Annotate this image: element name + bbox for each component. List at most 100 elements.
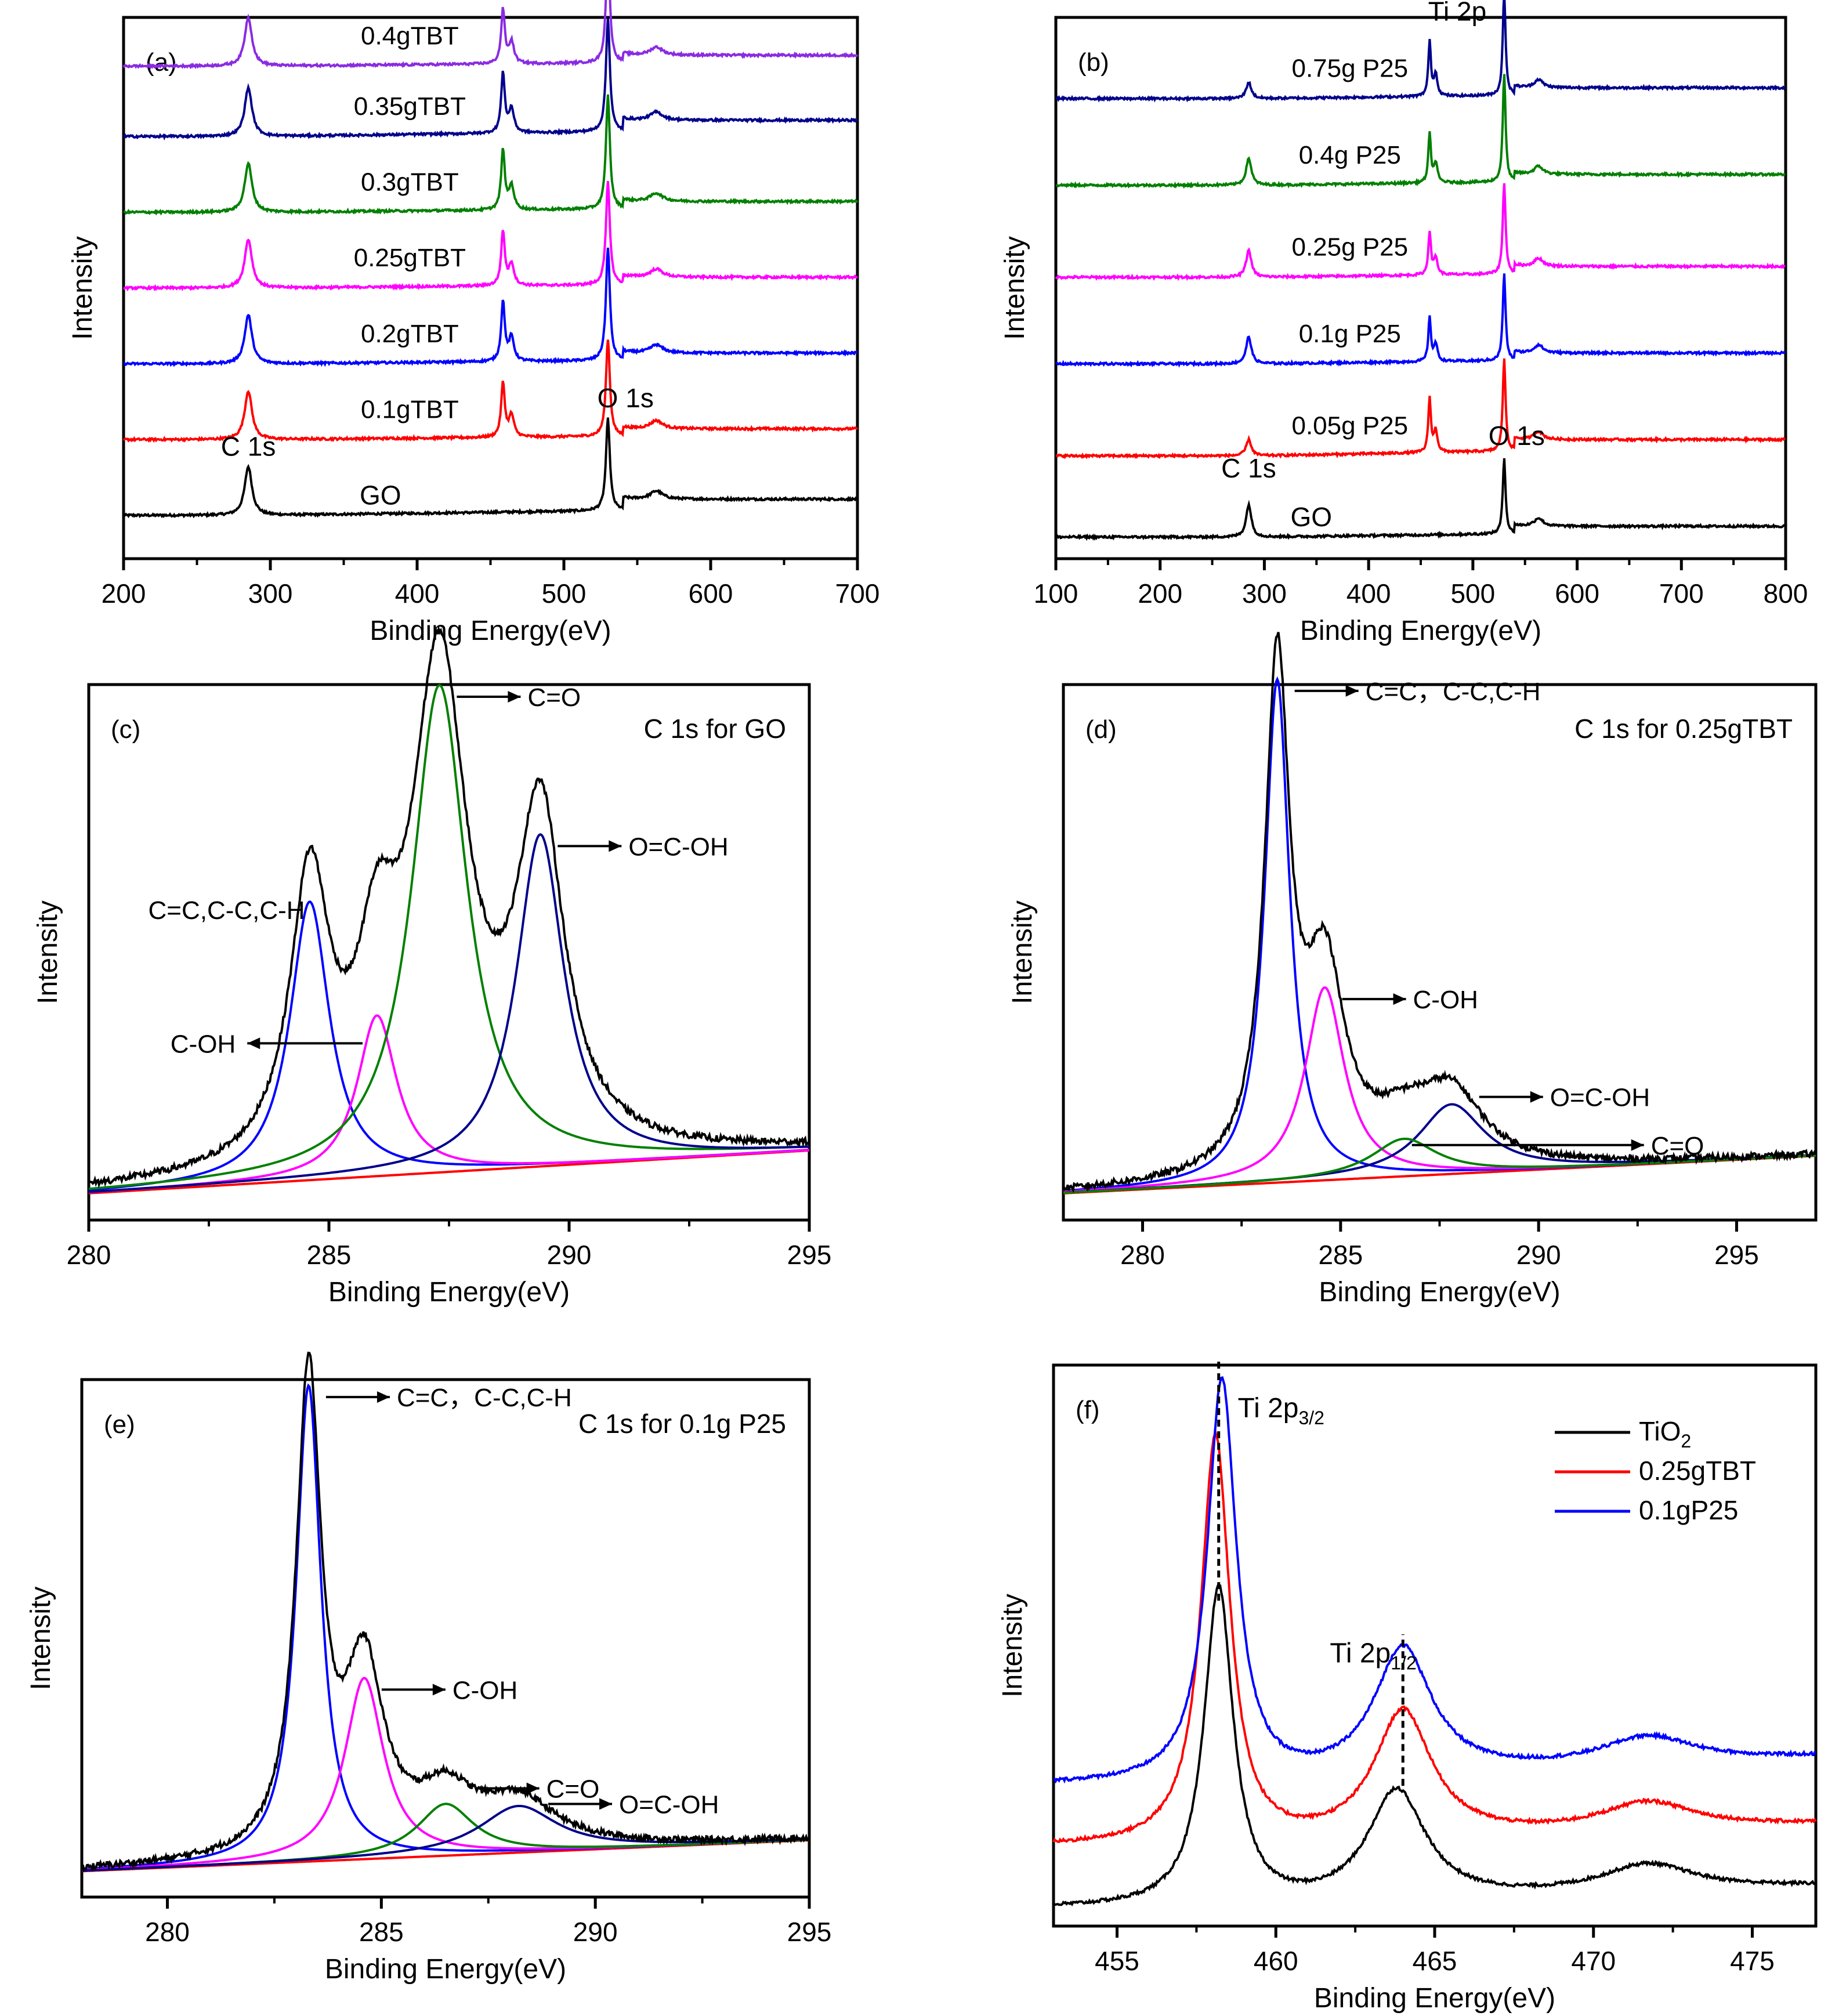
- x-tick-label: 400: [1346, 578, 1391, 609]
- arrow-head: [1393, 993, 1406, 1005]
- x-tick-label: 600: [1555, 578, 1599, 609]
- x-tick-label: 700: [1659, 578, 1704, 609]
- peak-label-main: Ti 2p: [1330, 1638, 1391, 1669]
- axes-frame: [122, 16, 859, 560]
- arrow-head: [1631, 1139, 1644, 1151]
- x-tick-label: 400: [395, 578, 440, 609]
- series-line-0.2gTBT: [123, 247, 858, 367]
- peak-label: GO: [1291, 502, 1333, 532]
- series-label: 0.4gTBT: [361, 22, 459, 50]
- series-label: 0.2gTBT: [361, 320, 459, 348]
- component-label: C=O: [1651, 1132, 1704, 1160]
- series-label: 0.25gTBT: [354, 244, 466, 272]
- panel-title: C 1s for 0.25gTBT: [1574, 714, 1793, 744]
- y-axis-label: Intensity: [1000, 236, 1030, 340]
- y-axis-label: Intensity: [1007, 900, 1038, 1004]
- x-tick-label: 200: [1138, 578, 1182, 609]
- series-line-0.25gTBT: [123, 181, 859, 292]
- axes-frame: [80, 1378, 811, 1899]
- x-tick-label: 500: [542, 578, 587, 609]
- x-tick-label: 295: [1714, 1240, 1759, 1270]
- x-tick-label: 285: [307, 1240, 352, 1270]
- panel-d: 280 285 290 295 Binding Energy(eV) Intensity (…: [1007, 632, 1818, 1308]
- series-label: 0.35gTBT: [354, 92, 466, 121]
- peak-label: O 1s: [1489, 421, 1545, 451]
- x-tick-label: 290: [547, 1240, 592, 1270]
- x-axis-label: Binding Energy(eV): [370, 616, 611, 646]
- peak-label: GO: [360, 480, 401, 511]
- x-tick-label: 200: [102, 578, 146, 609]
- y-axis-label: Intensity: [67, 236, 98, 340]
- y-axis-label: Intensity: [32, 900, 63, 1004]
- envelope-line: [1062, 632, 1817, 1193]
- legend-subscript: 2: [1681, 1431, 1691, 1452]
- series-line-0.1gTBT: [122, 339, 859, 443]
- x-tick-label: 285: [1318, 1240, 1363, 1270]
- series-line-0.05gP25: [1056, 358, 1786, 459]
- panel-label: (e): [104, 1410, 135, 1439]
- x-tick-label: 290: [573, 1917, 618, 1947]
- series-line-0.3gTBT: [123, 94, 859, 216]
- component-label: O=C-OH: [619, 1790, 719, 1819]
- arrow-head: [1345, 685, 1359, 697]
- series-line-0.4gP25: [1055, 74, 1786, 189]
- component-line: [1063, 1138, 1816, 1194]
- series-line-GO: [122, 417, 858, 519]
- axes-frame: [87, 683, 811, 1222]
- component-label: C-OH: [171, 1030, 236, 1058]
- arrow-head: [432, 1684, 446, 1696]
- peak-label-sub: 3/2: [1298, 1407, 1324, 1428]
- x-tick-label: 300: [1242, 578, 1287, 609]
- x-tick-label: 800: [1764, 578, 1808, 609]
- arrow-head: [526, 1782, 540, 1794]
- x-tick-label: 295: [787, 1917, 832, 1947]
- component-label: O=C-OH: [1550, 1084, 1650, 1112]
- component-line: [88, 683, 810, 1190]
- panel-title: C 1s for 0.1g P25: [578, 1409, 786, 1439]
- x-tick-label: 700: [835, 578, 880, 609]
- series-line-0.1gP25: [1053, 1376, 1816, 1784]
- series-line-0.35gTBT: [123, 18, 859, 141]
- series-line-0.1gP25: [1055, 273, 1786, 368]
- series-label: 0.75g P25: [1291, 55, 1408, 83]
- x-tick-label: 285: [359, 1917, 404, 1947]
- series-line-0.4gTBT: [122, 0, 859, 70]
- x-tick-label: 500: [1450, 578, 1495, 609]
- series-label: 0.3gTBT: [361, 168, 459, 197]
- peak-label-ti2p12: Ti 2p1/2: [1330, 1638, 1416, 1674]
- x-tick-label: 280: [1120, 1240, 1165, 1270]
- panel-b: 100 200 300 400 500 600 700 800 Binding Energy(e…: [1000, 0, 1808, 646]
- x-tick-label: 455: [1095, 1946, 1139, 1976]
- component-label: C=O: [527, 683, 581, 712]
- x-tick-label: 280: [67, 1240, 111, 1270]
- panel-label: (d): [1085, 715, 1117, 744]
- component-label: C=C，C-C,C-H: [1366, 678, 1541, 706]
- arrow-head: [247, 1037, 260, 1049]
- series-label: 0.4g P25: [1299, 141, 1401, 169]
- component-line: [1063, 676, 1816, 1192]
- series-line-0.25gTBT: [1052, 1430, 1817, 1843]
- series-line-0.75gP25: [1055, 0, 1786, 103]
- arrow-head: [1530, 1091, 1543, 1103]
- component-line: [81, 1805, 810, 1872]
- panel-a: 200 300 400 500 600 700 Binding Energy(eV) Inte…: [67, 0, 879, 646]
- arrow-head: [377, 1391, 390, 1403]
- legend-label: TiO2: [1639, 1416, 1691, 1452]
- arrow-head: [609, 840, 622, 852]
- axes-frame: [1052, 1363, 1818, 1928]
- x-axis-label: Binding Energy(eV): [325, 1954, 566, 1985]
- y-axis-label: Intensity: [997, 1594, 1028, 1698]
- x-tick-label: 600: [689, 578, 733, 609]
- series-line-TiO2: [1053, 1584, 1817, 1907]
- panel-label: (f): [1076, 1396, 1100, 1424]
- series-label: 0.1g P25: [1299, 320, 1401, 348]
- x-tick-label: 295: [787, 1240, 832, 1270]
- x-axis-label: Binding Energy(eV): [1300, 616, 1541, 646]
- series-label: 0.1gTBT: [361, 395, 459, 424]
- envelope-line: [81, 1351, 810, 1873]
- x-axis-label: Binding Energy(eV): [1314, 1983, 1555, 2014]
- series-label: 0.25g P25: [1291, 233, 1408, 262]
- x-tick-label: 470: [1571, 1946, 1616, 1976]
- panel-c: 280 285 290 295 Binding Energy(eV) Intensity (…: [32, 625, 832, 1308]
